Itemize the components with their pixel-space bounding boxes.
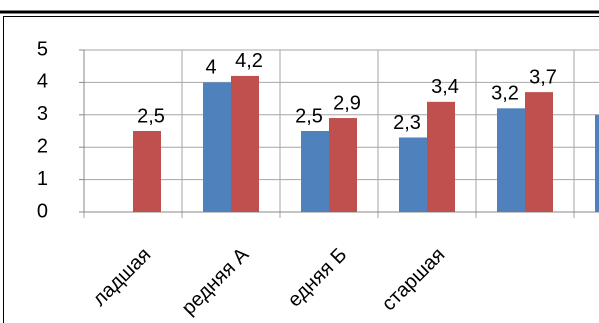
data-label: 3,4	[431, 76, 459, 98]
y-tick-label: 0	[37, 200, 48, 222]
data-label: 2,9	[333, 92, 361, 114]
data-label: 3,7	[529, 66, 557, 88]
bar	[525, 92, 553, 212]
data-label: 4,2	[235, 50, 263, 72]
data-label: 2,5	[295, 105, 323, 127]
y-tick-label: 2	[37, 135, 48, 157]
bar	[427, 101, 455, 212]
x-tick-label: старшая	[378, 244, 450, 316]
y-tick-label: 1	[37, 168, 48, 190]
data-label: 3,2	[491, 83, 519, 105]
y-tick-label: 4	[37, 71, 48, 93]
y-tick-label: 3	[37, 103, 48, 125]
bar	[231, 75, 259, 212]
data-label: 2,3	[393, 112, 421, 134]
bar	[329, 118, 357, 212]
bar	[399, 137, 427, 212]
x-tick-label: едняя Б	[284, 244, 352, 312]
bar	[497, 108, 525, 212]
bar	[301, 131, 329, 212]
chart-frame	[3, 16, 599, 323]
x-tick-label: редняя А	[178, 243, 254, 319]
bar	[595, 114, 599, 212]
bar	[203, 82, 231, 213]
bar	[133, 131, 161, 212]
y-tick-label: 5	[37, 38, 48, 60]
data-label: 4	[205, 57, 216, 79]
x-tick-label: ладшая	[88, 244, 155, 311]
data-label: 2,5	[137, 105, 165, 127]
